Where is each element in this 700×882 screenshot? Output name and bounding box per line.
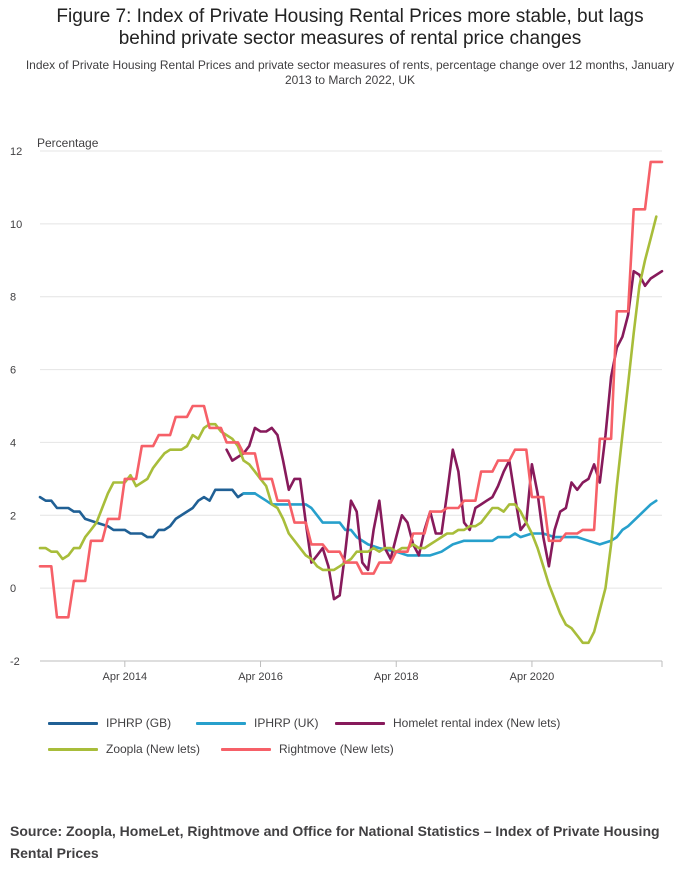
legend-swatch xyxy=(48,721,98,725)
legend-swatch xyxy=(48,747,98,751)
legend-swatch xyxy=(196,721,246,725)
legend-swatch xyxy=(335,721,385,725)
y-tick-label: 0 xyxy=(10,583,16,595)
series-line-1 xyxy=(242,492,658,557)
y-tick-label: 2 xyxy=(10,510,16,522)
legend-item: IPHRP (GB) xyxy=(48,716,171,730)
legend-label: Zoopla (New lets) xyxy=(106,742,201,756)
legend-item: IPHRP (UK) xyxy=(196,716,318,730)
chart-title: Figure 7: Index of Private Housing Renta… xyxy=(56,6,644,49)
series-line-2 xyxy=(225,269,664,601)
x-tick-label: Apr 2016 xyxy=(238,671,283,683)
series-lines xyxy=(38,160,664,645)
legend-label: IPHRP (UK) xyxy=(254,716,319,730)
legend-swatch xyxy=(221,747,271,751)
y-tick-label: 10 xyxy=(10,219,22,231)
series-line-3 xyxy=(38,215,658,645)
y-axis-ticks: -2 0 2 4 6 8 10 12 xyxy=(10,146,22,668)
x-tick-label: Apr 2018 xyxy=(374,671,419,683)
legend-label: IPHRP (GB) xyxy=(106,716,172,730)
legend-label: Homelet rental index (New lets) xyxy=(393,716,561,730)
x-axis: Apr 2014 Apr 2016 Apr 2018 Apr 2020 xyxy=(40,660,663,683)
legend-item: Zoopla (New lets) xyxy=(48,742,200,756)
y-tick-label: -2 xyxy=(10,656,20,668)
y-axis-label: Percentage xyxy=(37,136,99,150)
y-tick-label: 12 xyxy=(10,146,22,158)
legend-item: Rightmove (New lets) xyxy=(221,742,394,756)
gridlines xyxy=(40,150,662,662)
chart-subtitle: Index of Private Housing Rental Prices a… xyxy=(25,58,675,87)
y-tick-label: 6 xyxy=(10,365,16,377)
y-tick-label: 8 xyxy=(10,292,16,304)
series-line-4 xyxy=(38,160,664,619)
series-line-0 xyxy=(38,488,257,539)
y-tick-label: 4 xyxy=(10,437,16,449)
x-tick-label: Apr 2020 xyxy=(510,671,555,683)
x-tick-label: Apr 2014 xyxy=(102,671,147,683)
legend-label: Rightmove (New lets) xyxy=(279,742,394,756)
legend-item: Homelet rental index (New lets) xyxy=(335,716,560,730)
source-note: Source: Zoopla, HomeLet, Rightmove and O… xyxy=(10,823,660,861)
